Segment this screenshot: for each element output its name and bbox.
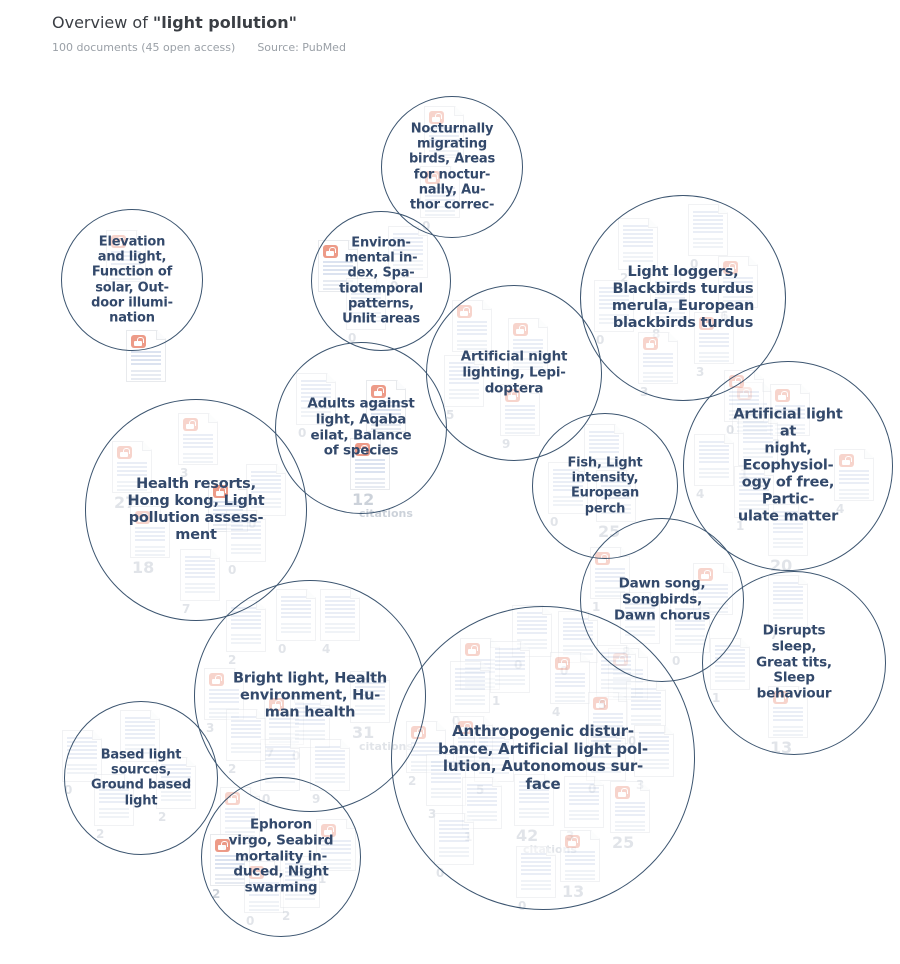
cluster-label-bright-light[interactable]: Bright light, Health environment, Hu- ma… <box>233 670 387 721</box>
cluster-label-fish-light-intensity[interactable]: Fish, Light intensity, European perch <box>567 455 643 517</box>
page-header: Overview of "light pollution" 100 docume… <box>52 13 346 54</box>
cluster-bubble-based-light-sources[interactable] <box>64 701 218 855</box>
source-label: Source: PubMed <box>257 41 346 54</box>
cluster-label-environmental-index[interactable]: Environ- mental in- dex, Spa- tiotempora… <box>339 235 423 327</box>
cluster-label-artificial-night-lighting[interactable]: Artificial night lighting, Lepi- doptera <box>460 348 568 396</box>
cluster-label-dawn-song[interactable]: Dawn song, Songbirds, Dawn chorus <box>613 575 711 623</box>
document-title-lines <box>131 351 161 366</box>
document-author-lines <box>131 370 161 381</box>
page-title: Overview of "light pollution" <box>52 13 346 32</box>
search-query: "light pollution" <box>152 13 297 32</box>
cluster-bubble-nocturnally-migrating-birds[interactable] <box>381 96 523 238</box>
cluster-label-based-light-sources[interactable]: Based light sources, Ground based light <box>91 747 191 809</box>
cluster-label-artificial-light-at-night[interactable]: Artificial light at night, Ecophysiol- o… <box>733 406 843 525</box>
cluster-bubble-ephoron-virgo[interactable] <box>201 777 361 937</box>
documents-count: 100 documents (45 open access) <box>52 41 236 54</box>
cluster-label-elevation-and-light[interactable]: Elevation and light, Function of solar, … <box>91 234 173 326</box>
cluster-bubble-adults-against-light[interactable] <box>275 342 447 514</box>
cluster-label-adults-against-light[interactable]: Adults against light, Aqaba eilat, Balan… <box>307 395 415 459</box>
cluster-label-nocturnally-migrating-birds[interactable]: Nocturnally migrating birds, Areas for n… <box>408 121 496 213</box>
cluster-bubble-elevation-and-light[interactable] <box>61 209 203 351</box>
title-prefix: Overview of <box>52 13 153 32</box>
cluster-label-light-loggers[interactable]: Light loggers, Blackbirds turdus merula,… <box>611 264 755 331</box>
cluster-bubble-anthropogenic-disturbance[interactable] <box>391 606 695 910</box>
cluster-label-health-resorts[interactable]: Health resorts, Hong kong, Light polluti… <box>127 476 265 543</box>
subtitle: 100 documents (45 open access) Source: Pu… <box>52 41 346 54</box>
cluster-label-ephoron-virgo[interactable]: Ephoron virgo, Seabird mortality in- duc… <box>228 816 334 896</box>
cluster-label-disrupts-sleep[interactable]: Disrupts sleep, Great tits, Sleep behavi… <box>756 622 832 702</box>
cluster-bubble-light-loggers[interactable] <box>580 195 786 401</box>
cluster-bubble-health-resorts[interactable] <box>85 399 307 621</box>
cluster-bubble-disrupts-sleep[interactable] <box>702 571 886 755</box>
citation-count: 0 <box>436 866 445 880</box>
cluster-label-anthropogenic-disturbance[interactable]: Anthropogenic distur- bance, Artificial … <box>438 721 648 793</box>
cluster-bubble-artificial-light-at-night[interactable] <box>683 361 893 571</box>
